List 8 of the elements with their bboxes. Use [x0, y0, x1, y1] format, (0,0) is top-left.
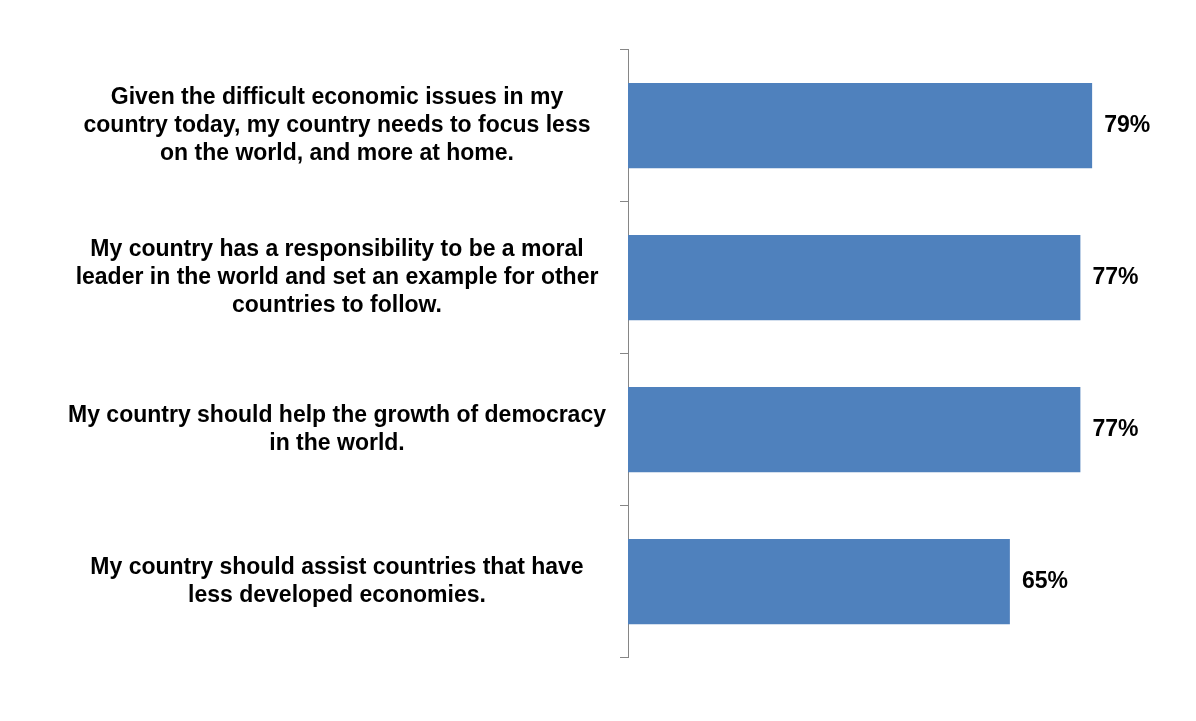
data-label: 77%	[1092, 414, 1139, 441]
y-tick-label: Given the difficult economic issues in my country today, my country needs to focus less on the world, and more at home.	[83, 83, 591, 165]
y-tick-label: My country should help the growth of democracy in the world.	[68, 401, 607, 455]
y-tick-label: My country has a responsibility to be a moral leader in the world and set an example for other countries to follow.	[75, 235, 599, 317]
data-label: 65%	[1021, 566, 1068, 593]
y-tick-label: My country should assist countries that have less developed economies.	[90, 553, 584, 607]
data-label: 77%	[1092, 262, 1139, 289]
data-label: 79%	[1104, 110, 1151, 137]
